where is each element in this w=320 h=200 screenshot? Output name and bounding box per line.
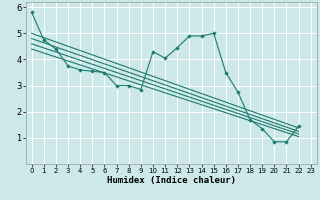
X-axis label: Humidex (Indice chaleur): Humidex (Indice chaleur) xyxy=(107,176,236,185)
